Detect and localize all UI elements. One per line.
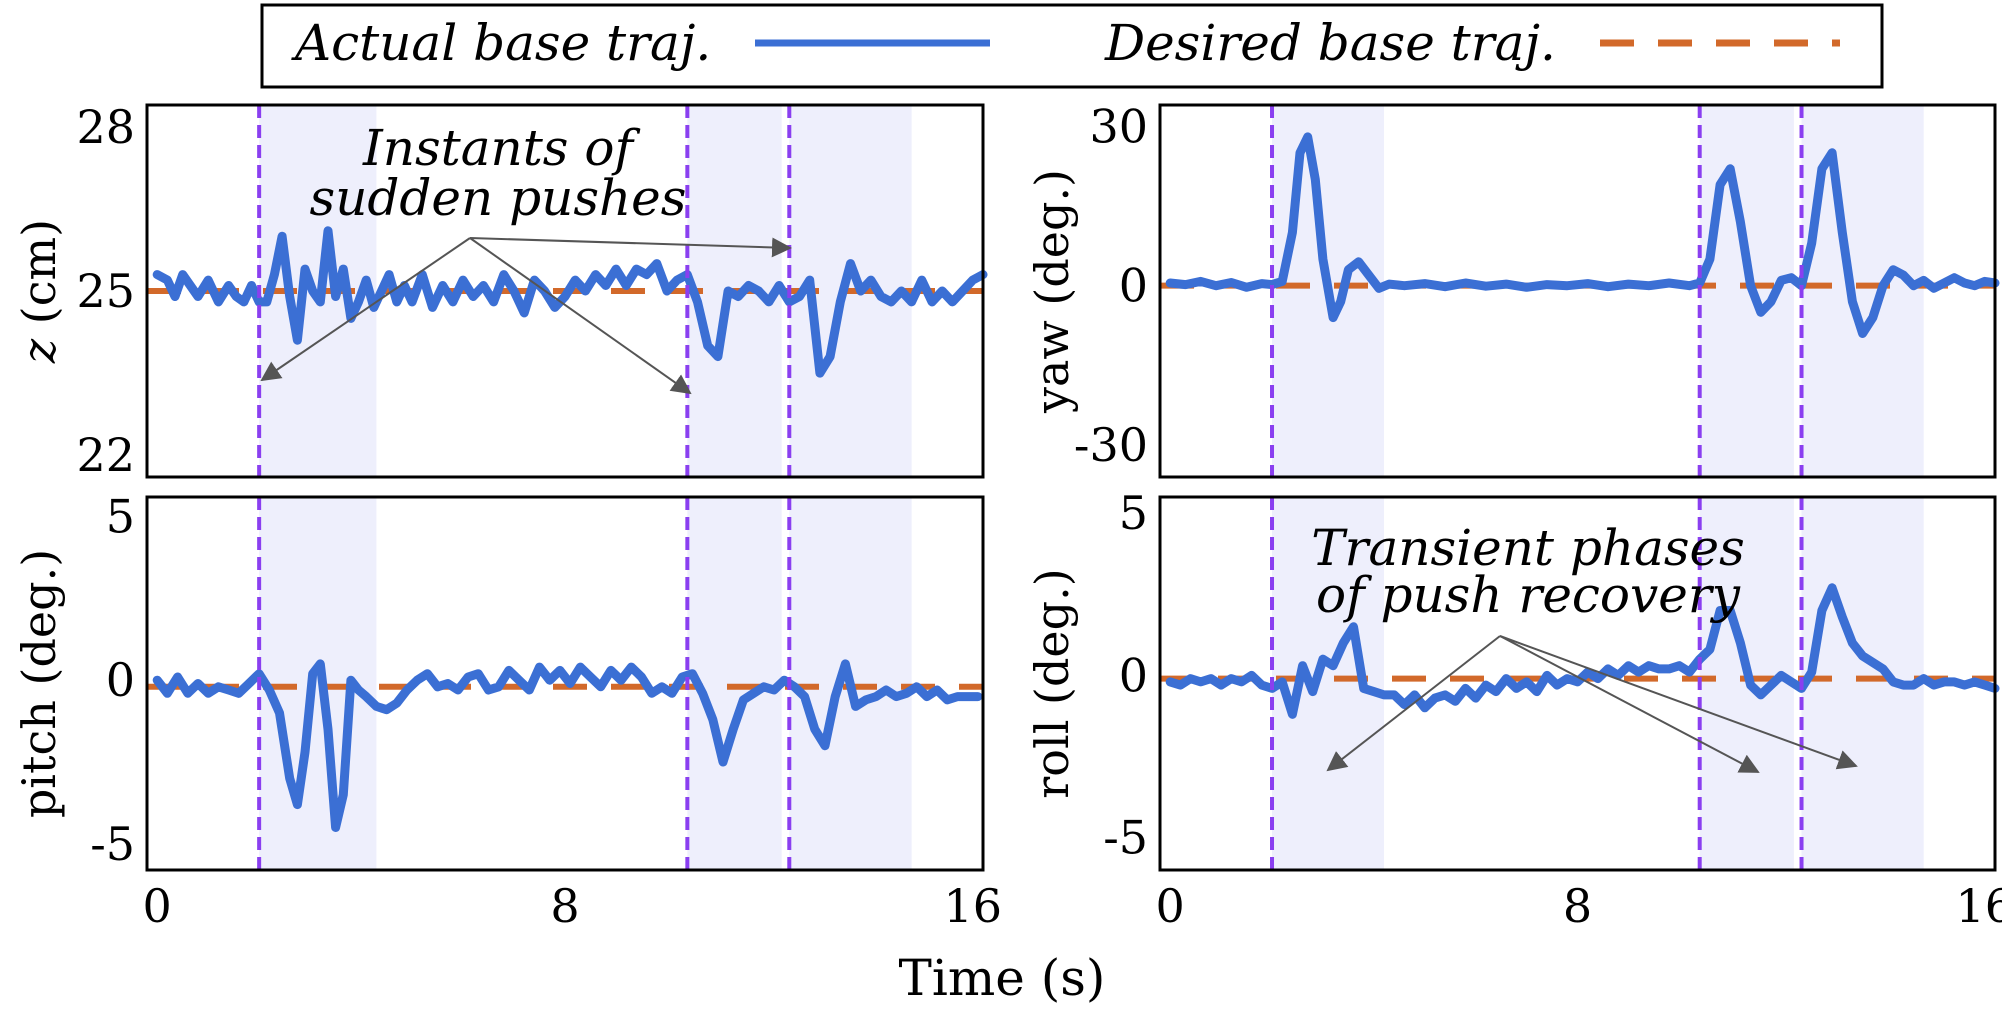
pitch-xtick-label: 0: [143, 879, 172, 933]
pitch-xtick-label: 16: [944, 879, 1003, 933]
x-axis-label: Time (s): [899, 949, 1106, 1007]
annotation-pushes-arrow-2: [469, 237, 692, 395]
roll-ytick-label: 5: [1119, 486, 1148, 540]
roll-ytick-label: 0: [1119, 648, 1148, 702]
yaw-ytick-label: -30: [1074, 418, 1148, 472]
yaw-y-axis-label: yaw (deg.): [1025, 169, 1079, 414]
roll-axes-frame: [1158, 495, 1997, 872]
roll-xtick-label: 8: [1563, 879, 1592, 933]
z-ytick-label: 28: [76, 100, 135, 154]
yaw-ytick-label: 30: [1089, 99, 1148, 153]
panel-z: 28 25 22 z (cm): [12, 100, 988, 482]
pitch-ytick-label: 0: [106, 653, 135, 707]
annotation-pushes-line2: sudden pushes: [310, 169, 687, 227]
roll-xtick-label: 16: [1956, 879, 2002, 933]
legend-desired-label: Desired base traj.: [1104, 14, 1556, 72]
pitch-ytick-label: -5: [90, 817, 135, 871]
annotation-transient-line1: Transient phases: [1311, 519, 1745, 577]
annotation-transient-arrow-3: [1499, 635, 1858, 770]
annotation-pushes-arrow-3: [469, 237, 792, 258]
roll-y-axis-label: roll (deg.): [1025, 568, 1079, 798]
annotation-transient-arrow-2: [1499, 635, 1760, 773]
z-actual-line: [152, 226, 988, 378]
yaw-actual-line: [1165, 132, 2000, 338]
annotation-transient-arrow-1: [1326, 635, 1501, 772]
pitch-ytick-label: 5: [106, 490, 135, 544]
annotation-pushes: Instants of sudden pushes: [260, 119, 792, 395]
annotation-transient: Transient phases of push recovery: [1311, 519, 1858, 773]
roll-xtick-label: 0: [1156, 879, 1185, 933]
pitch-y-axis-label: pitch (deg.): [12, 549, 66, 818]
roll-ytick-label: -5: [1103, 811, 1148, 865]
annotation-transient-line2: of push recovery: [1316, 566, 1741, 624]
z-ytick-label: 25: [76, 264, 135, 318]
yaw-axes-frame: [1158, 103, 1997, 479]
annotation-pushes-line1: Instants of: [362, 119, 640, 177]
z-axes-frame: [145, 103, 985, 479]
annotation-pushes-arrow-1: [260, 237, 471, 382]
yaw-ytick-label: 0: [1119, 259, 1148, 313]
roll-actual-line: [1165, 583, 2000, 719]
legend-actual-label: Actual base traj.: [291, 14, 711, 72]
z-y-axis-label: z (cm): [12, 219, 66, 364]
z-ytick-label: 22: [76, 428, 135, 482]
pitch-xtick-label: 8: [550, 879, 579, 933]
pitch-actual-line: [152, 659, 983, 832]
legend: Actual base traj. Desired base traj.: [260, 3, 1884, 89]
pitch-axes-frame: [145, 495, 985, 872]
yaw-transient-window-2: [1801, 105, 1924, 477]
